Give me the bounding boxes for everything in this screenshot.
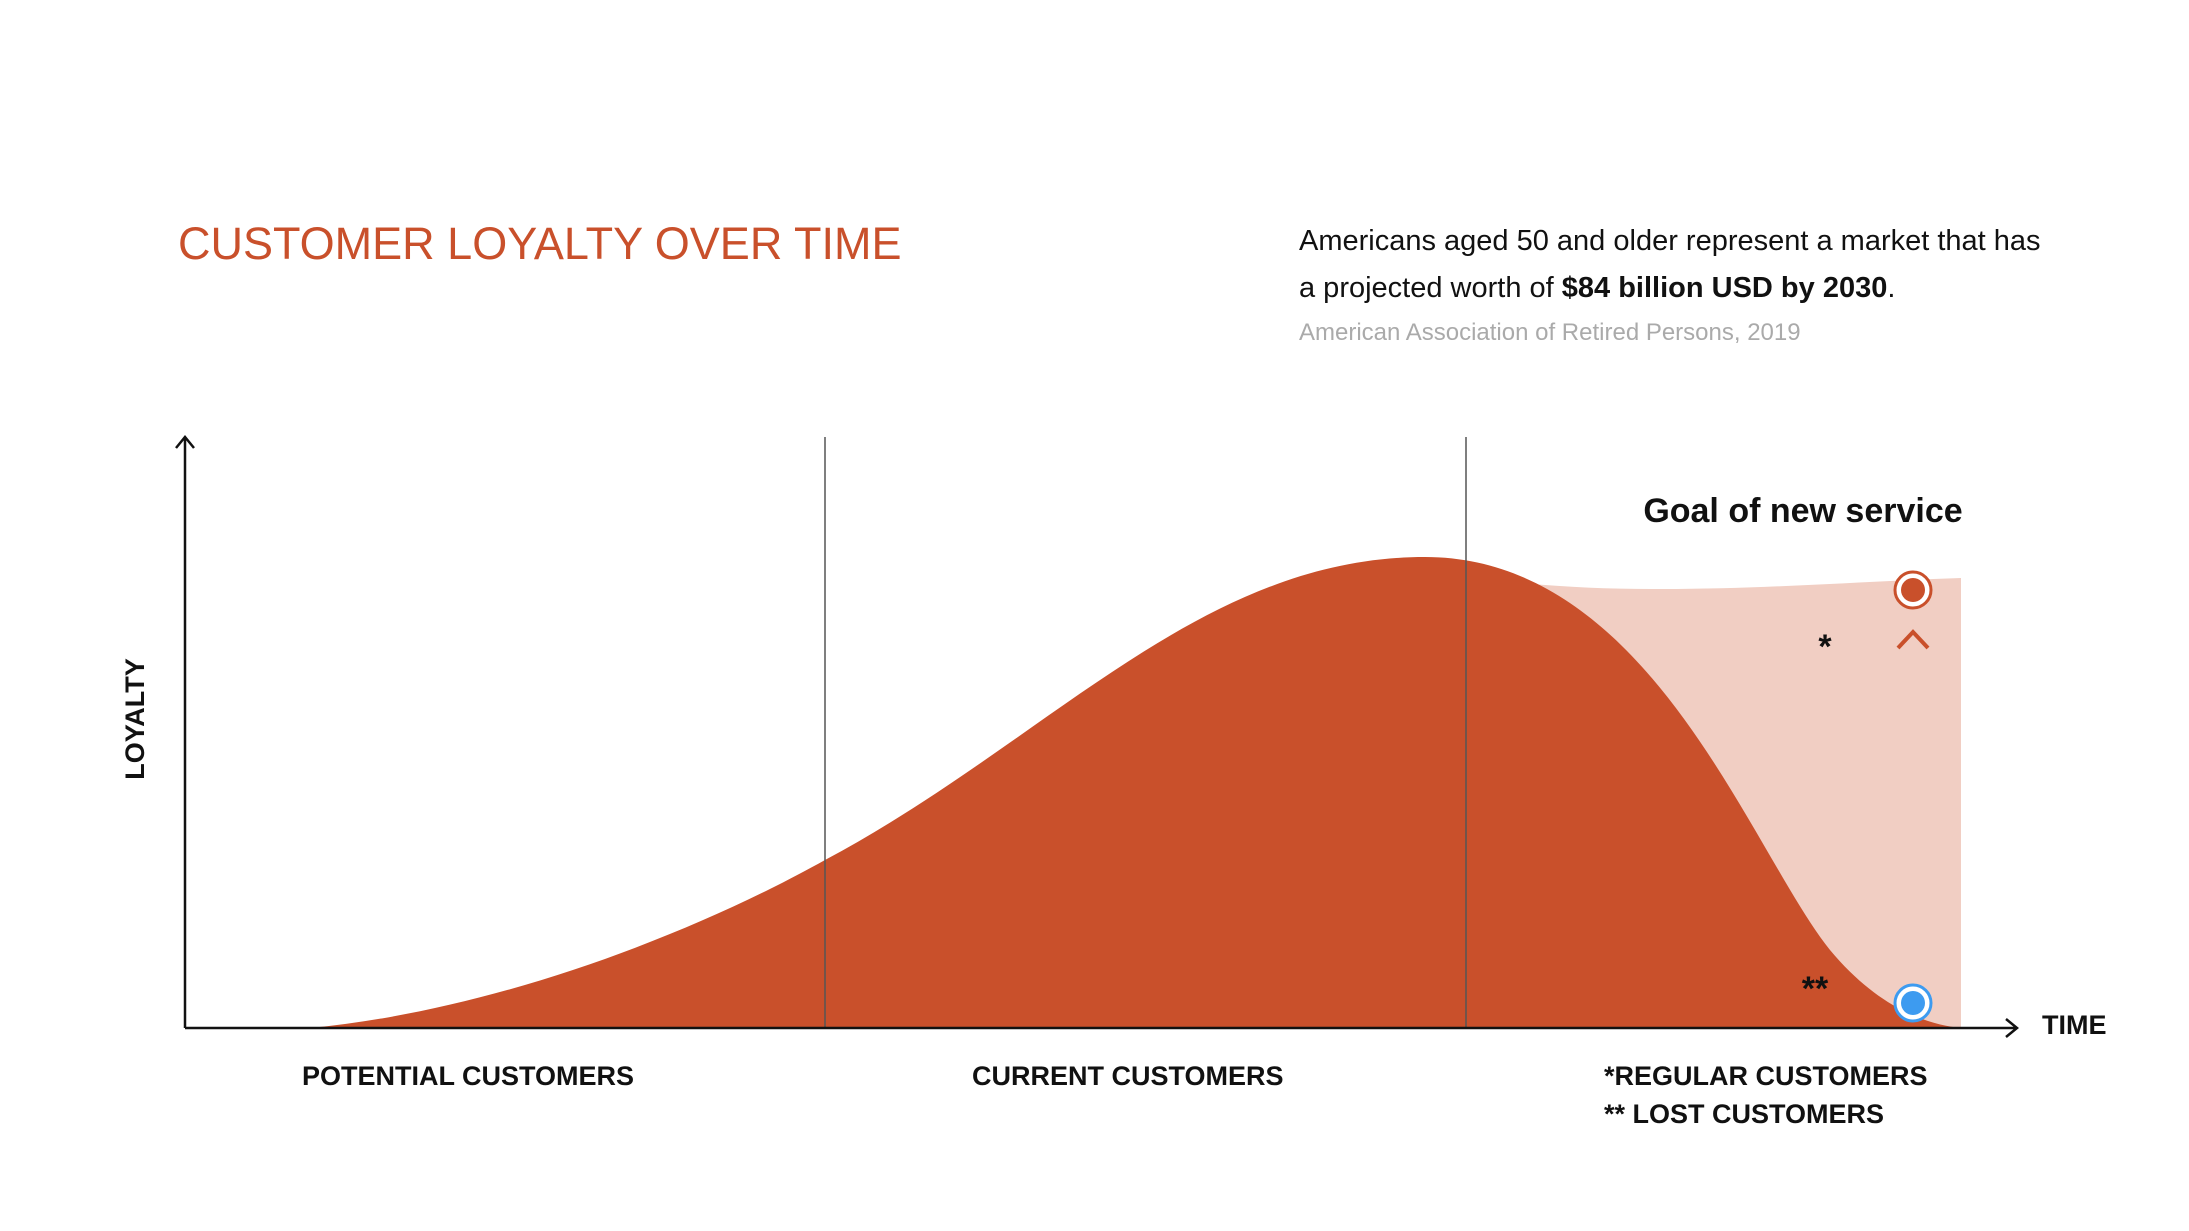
- description-text: Americans aged 50 and older represent a …: [1299, 225, 2041, 304]
- description-emphasis: $84 billion USD by 2030: [1561, 272, 1888, 304]
- stage-label: *REGULAR CUSTOMERS: [1604, 1061, 1928, 1091]
- x-axis: [185, 1018, 2019, 1038]
- arrow-head: [1896, 629, 1930, 650]
- stage-label: ** LOST CUSTOMERS: [1604, 1099, 1884, 1129]
- title: CUSTOMER LOYALTY OVER TIME: [178, 218, 902, 269]
- description: Americans aged 50 and older represent a …: [1299, 218, 2059, 312]
- lost-marker: **: [1802, 970, 1829, 1008]
- stage-label: CURRENT CUSTOMERS: [972, 1061, 1284, 1091]
- y-axis: [175, 435, 195, 1028]
- x-axis-label: TIME: [2042, 1010, 2107, 1040]
- lost-point-core: [1901, 991, 1925, 1015]
- regular-marker: *: [1818, 628, 1832, 666]
- y-axis-label: LOYALTY: [120, 658, 150, 780]
- goal-label: Goal of new service: [1643, 492, 1962, 530]
- source: American Association of Retired Persons,…: [1299, 319, 1801, 346]
- stage-label: POTENTIAL CUSTOMERS: [302, 1061, 634, 1091]
- loyalty-area: [310, 557, 1961, 1028]
- goal-point-core: [1901, 578, 1925, 602]
- description-end: .: [1887, 272, 1896, 304]
